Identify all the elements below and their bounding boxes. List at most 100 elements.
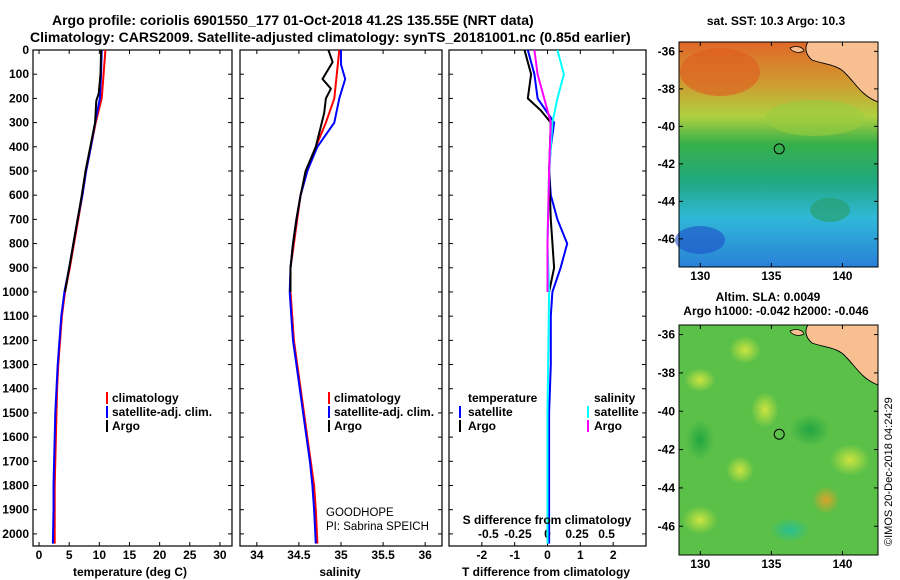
lon-tick-label: 140 [832,557,852,571]
legend-argo: Argo [112,419,140,433]
sla-eddy [790,414,830,446]
top-tick-label: 0.5 [598,527,615,541]
y-tick-label: 700 [9,212,29,226]
y-tick-label: 1200 [2,333,29,347]
salinity-legend: climatology satellite-adj. clim. Argo GO… [326,391,434,533]
top-tick-label: 0.25 [565,527,589,541]
sla-map-frame [678,324,879,556]
legend-t-satellite: satellite [468,405,513,419]
sla-map-title: Altim. SLA: 0.0049 [716,290,821,304]
lat-tick-label: -36 [658,44,676,58]
plot-title-line1: Argo profile: coriolis 6901550_177 01-Oc… [52,12,534,28]
temperature-panel-frame [32,49,233,547]
top-tick-label: -0.25 [504,527,532,541]
difference-xlabel: T difference from climatology [462,565,630,579]
series-line-argo [64,50,103,293]
lat-tick-label: -46 [658,519,676,533]
y-tick-label: 1100 [3,309,29,323]
legend-temperature-title: temperature [468,391,538,405]
y-tick-label: 400 [9,140,29,154]
sla-map-axes: 130 135 140 -36 -38 -40 -42 -44 -46 [658,325,878,571]
x-tick-label: 25 [183,548,197,562]
y-tick-label: 1600 [2,430,29,444]
lat-tick-label: -38 [658,366,676,380]
sla-map [678,324,879,556]
y-tick-label: 1700 [2,454,29,468]
y-tick-label: 2000 [2,527,29,541]
temperature-legend: climatology satellite-adj. clim. Argo [106,391,212,433]
x-tick-label: 1 [577,548,584,562]
series-line-temperature-satellite [526,50,569,544]
x-tick-label: 35.5 [371,548,395,562]
sst-patch [765,100,865,136]
series-line-climatology [289,50,341,544]
land-australia [805,41,879,103]
difference-axes: -2 -1 0 1 2-0.5 -0.25 0 0.25 0.5 [449,49,646,562]
project-name: GOODHOPE [326,507,394,519]
x-tick-label: 34 [250,548,264,562]
profile-location-marker [773,428,785,440]
x-tick-label: -2 [476,548,487,562]
top-tick-label: -0.5 [478,527,499,541]
land-australia [805,324,879,386]
salinity-panel-frame [239,49,443,547]
series-line-climatology [53,50,107,544]
pi-name: PI: Sabrina SPEICH [326,521,429,533]
temperature-xlabel: temperature (deg C) [73,565,187,579]
x-tick-label: 0 [544,548,551,562]
sla-eddy [812,486,840,514]
y-tick-label: 900 [9,261,29,275]
legend-climatology: climatology [334,391,401,405]
series-line-argo [289,50,334,292]
imos-credit: ©IMOS 20-Dec-2018 04:24:29 [883,397,895,546]
x-tick-label: 0 [36,548,43,562]
y-tick-label: 300 [9,116,29,130]
salinity-lines [288,50,347,544]
y-tick-label: 1000 [2,285,29,299]
y-tick-label: 800 [9,237,29,251]
legend-satellite: satellite-adj. clim. [334,405,434,419]
sst-map-axes: 130 135 140 -36 -38 -40 -42 -44 -46 [658,42,878,283]
sla-eddy [751,392,779,428]
lat-tick-label: -40 [658,404,676,418]
difference-lines [523,50,569,544]
lon-tick-label: 135 [761,269,781,283]
x-tick-label: 2 [610,548,617,562]
x-tick-label: 20 [153,548,167,562]
sst-patch [680,48,760,96]
y-tick-label: 500 [9,164,29,178]
y-tick-label: 0 [22,43,29,57]
temperature-lines [51,50,107,544]
profile-location-marker [773,143,785,155]
sla-eddy [830,444,870,476]
lat-tick-label: -46 [658,232,676,246]
lon-tick-label: 135 [761,557,781,571]
x-tick-label: 34.5 [287,548,311,562]
x-tick-label: 35 [334,548,348,562]
difference-legend: temperature satellite Argo salinity sate… [459,391,639,433]
lon-tick-label: 130 [690,557,710,571]
temperature-axes: 0100200300400500600700800900100011001200… [2,43,232,562]
x-tick-label: 36 [418,548,432,562]
y-tick-label: 600 [9,188,29,202]
series-line-salinity-argo [533,50,552,292]
legend-argo: Argo [334,419,362,433]
y-tick-label: 1800 [2,479,29,493]
sst-patch [675,226,725,254]
sla-eddy [729,336,761,364]
lat-tick-label: -38 [658,82,676,96]
x-tick-label: 30 [213,548,227,562]
y-tick-label: 1900 [2,503,29,517]
land-kangaroo-island [789,46,805,53]
x-tick-label: -1 [509,548,520,562]
y-tick-label: 1400 [2,382,29,396]
sla-eddy [686,420,714,460]
series-line-satellite-adj-clim- [288,50,347,544]
y-tick-label: 100 [9,67,29,81]
x-tick-label: 10 [93,548,107,562]
salinity-axes: 34 34.5 35 35.5 36 [240,49,442,562]
lat-tick-label: -44 [658,194,676,208]
y-tick-label: 1300 [2,358,29,372]
sst-map-title: sat. SST: 10.3 Argo: 10.3 [707,14,846,28]
